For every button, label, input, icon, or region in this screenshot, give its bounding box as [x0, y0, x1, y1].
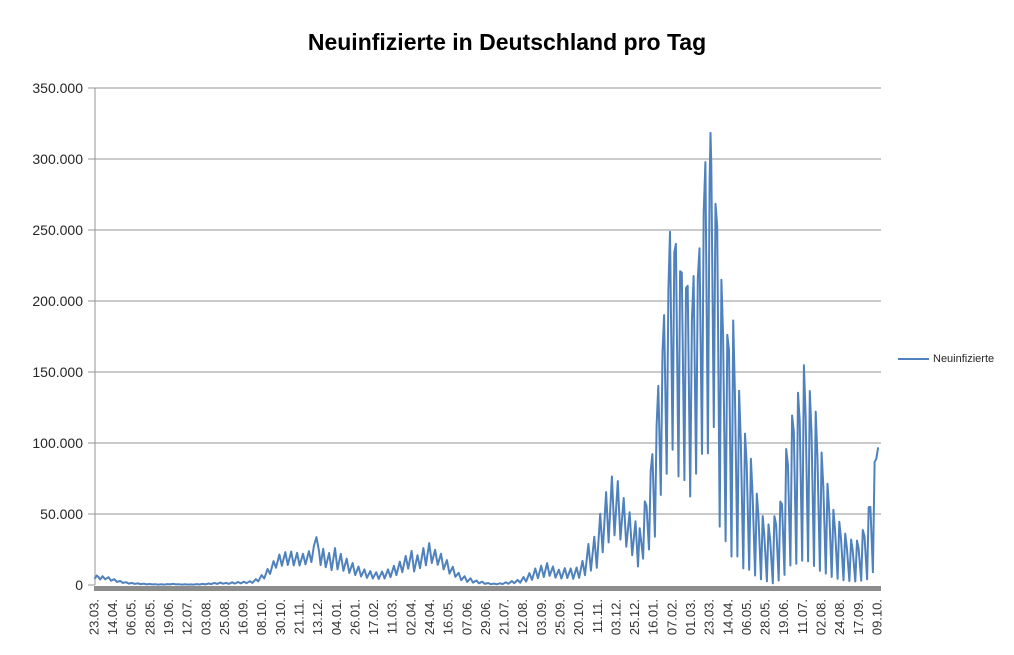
- x-axis-label: 11.11.: [590, 599, 605, 633]
- x-axis-label: 06.05.: [124, 599, 139, 635]
- x-axis-label: 04.01.: [329, 599, 344, 635]
- x-axis-label: 08.10.: [254, 599, 269, 635]
- x-axis-label: 26.01.: [347, 599, 362, 635]
- series-line-neuinfizierte: [94, 131, 879, 586]
- x-axis-label: 25.08.: [217, 599, 232, 635]
- legend: Neuinfizierte: [898, 353, 994, 365]
- x-axis-label: 20.10.: [571, 599, 586, 635]
- x-axis-label: 02.08.: [814, 599, 829, 635]
- x-axis-label: 14.04.: [720, 599, 735, 635]
- x-axis-label: 02.04.: [403, 599, 418, 635]
- x-axis-label: 16.09.: [236, 599, 251, 635]
- x-axis-label: 13.12.: [310, 599, 325, 635]
- x-axis-label: 01.03.: [683, 599, 698, 635]
- chart-title: Neuinfizierte in Deutschland pro Tag: [307, 29, 707, 55]
- x-axis-label: 21.11.: [292, 599, 307, 634]
- x-axis-label: 07.02.: [664, 599, 679, 635]
- x-axis-label: 07.06.: [459, 599, 474, 635]
- x-axis-label: 17.09.: [851, 599, 866, 635]
- x-axis-label: 29.06.: [478, 599, 493, 635]
- x-axis-label: 14.04.: [105, 599, 120, 635]
- legend-label: Neuinfizierte: [933, 353, 995, 365]
- x-axis-label: 12.07.: [180, 599, 195, 635]
- legend-line-swatch: [898, 358, 929, 360]
- y-axis-label: 0: [75, 577, 83, 593]
- x-axis-label: 19.06.: [776, 599, 791, 635]
- x-axis-bar: [94, 586, 881, 591]
- x-axis-label: 09.10.: [869, 599, 884, 635]
- x-axis-label: 12.08.: [515, 599, 530, 635]
- x-axis-label: 16.01.: [646, 599, 661, 635]
- x-axis-label: 06.05.: [739, 599, 754, 635]
- x-axis-label: 21.07.: [497, 599, 512, 635]
- x-axis-label: 25.09.: [553, 599, 568, 635]
- x-axis-label: 24.04.: [422, 599, 437, 635]
- x-axis-label: 25.12.: [627, 599, 642, 635]
- y-axis-label: 300.000: [32, 151, 83, 167]
- x-axis-label: 23.03.: [702, 599, 717, 635]
- x-axis-label: 11.07.: [795, 599, 810, 634]
- x-axis-label: 30.10.: [273, 599, 288, 635]
- x-axis-label: 23.03.: [86, 599, 101, 635]
- x-axis-label: 28.05.: [142, 599, 157, 635]
- x-axis-label: 28.05.: [758, 599, 773, 635]
- y-axis-label: 350.000: [32, 80, 83, 96]
- x-axis-label: 03.12.: [608, 599, 623, 635]
- x-axis-label: 11.03.: [385, 599, 400, 634]
- x-axis-label: 03.09.: [534, 599, 549, 635]
- y-axis-label: 200.000: [32, 293, 83, 309]
- x-axis-label: 16.05.: [441, 599, 456, 635]
- y-axis-label: 50.000: [40, 506, 83, 522]
- y-axis-label: 100.000: [32, 435, 83, 451]
- x-axis-label: 24.08.: [832, 599, 847, 635]
- y-axis-label: 150.000: [32, 364, 83, 380]
- x-axis-label: 03.08.: [198, 599, 213, 635]
- x-axis-label: 17.02.: [366, 599, 381, 635]
- y-axis-label: 250.000: [32, 222, 83, 238]
- x-axis-label: 19.06.: [161, 599, 176, 635]
